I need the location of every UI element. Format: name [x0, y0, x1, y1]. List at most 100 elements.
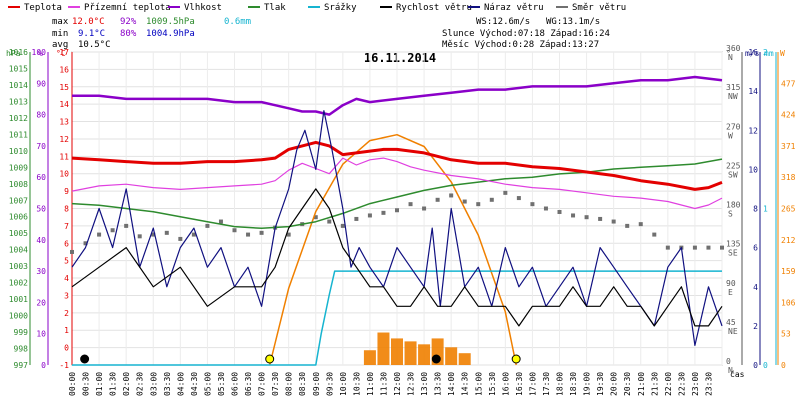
time-tick-label: 17:00 — [528, 372, 537, 396]
unit-time: čas — [730, 369, 745, 379]
solar-bar — [458, 353, 471, 365]
humidity-tick-label: 10 — [36, 330, 46, 339]
pressure-tick-label: 1000 — [9, 312, 28, 321]
wind-dir-point — [720, 245, 724, 250]
stats-wg: WG:13.1m/s — [546, 17, 600, 27]
stats-max-press: 1009.5hPa — [146, 17, 195, 27]
temperature-tick-label: 10 — [59, 170, 69, 179]
humidity-tick-label: 30 — [36, 267, 46, 276]
time-tick-label: 06:00 — [231, 372, 240, 396]
wind-dir-point — [638, 222, 643, 227]
stats-max-label: max — [52, 17, 69, 27]
solar-tick-label: 371 — [781, 142, 796, 151]
moonset-marker — [431, 354, 441, 364]
wind-speed-line — [71, 188, 723, 327]
sunset-marker — [511, 354, 521, 364]
humidity-tick-label: 80 — [36, 111, 46, 120]
wind-dir-point — [259, 230, 264, 235]
temperature-tick-label: 12 — [59, 135, 69, 144]
time-tick-label: 22:00 — [664, 372, 673, 396]
unit-watt: W — [780, 49, 785, 58]
pressure-tick-label: 1006 — [9, 213, 28, 222]
temperature-tick-label: 4 — [64, 274, 69, 283]
wind-dir-point — [422, 206, 427, 211]
unit-ms: m/s — [745, 49, 760, 58]
time-tick-label: 10:00 — [339, 372, 348, 396]
legend-label: Přízemní teplota — [84, 3, 171, 13]
wind-tick-label: 8 — [753, 205, 758, 214]
pressure-tick-label: 1015 — [9, 64, 28, 73]
chart-title: 16.11.2014 — [364, 51, 436, 65]
solar-bar — [404, 341, 417, 365]
time-tick-label: 14:00 — [447, 372, 456, 396]
time-tick-label: 06:30 — [244, 372, 253, 396]
unit-labels: hPa % °C ° m/s mm W čas — [6, 49, 785, 379]
solar-tick-label: 0 — [781, 361, 786, 370]
time-tick-label: 11:30 — [379, 372, 388, 396]
wind-dir-compass-label: NW — [728, 92, 738, 101]
stats-moon: Měsíc Východ:0:28 Západ:13:27 — [442, 40, 599, 50]
humidity-tick-label: 20 — [36, 298, 46, 307]
feels-like-line — [71, 157, 723, 210]
wind-tick-label: 16 — [748, 48, 758, 57]
wind-dir-tick-label: 360 — [726, 44, 741, 53]
humidity-tick-label: 70 — [36, 142, 46, 151]
solar-tick-label: 106 — [781, 298, 796, 307]
wind-dir-point — [543, 206, 548, 211]
temperature-tick-label: 3 — [64, 291, 69, 300]
rain-tick-label: 0 — [763, 361, 768, 370]
pressure-tick-label: 1007 — [9, 196, 28, 205]
humidity-tick-label: 50 — [36, 205, 46, 214]
time-tick-label: 02:00 — [122, 372, 131, 396]
wind-dir-tick-label: 315 — [726, 83, 741, 92]
moonrise-marker — [80, 354, 90, 364]
temperature-tick-label: 1 — [64, 326, 69, 335]
solar-tick-label: 212 — [781, 236, 796, 245]
time-tick-label: 09:30 — [325, 372, 334, 396]
humidity-tick-label: 90 — [36, 79, 46, 88]
time-tick-label: 04:00 — [176, 372, 185, 396]
wind-dir-point — [571, 213, 576, 218]
temperature-tick-label: 15 — [59, 83, 69, 92]
rain-tick-label: 1 — [763, 205, 768, 214]
wind-dir-point — [124, 223, 129, 228]
wind-dir-point — [286, 232, 291, 237]
wind-dir-compass-label: SE — [728, 249, 738, 258]
time-tick-label: 21:30 — [650, 372, 659, 396]
unit-degree: ° — [726, 49, 731, 58]
wind-dir-point — [665, 245, 670, 250]
legend-label: Teplota — [24, 3, 62, 13]
stats-min-hum: 80% — [120, 29, 137, 39]
pressure-tick-label: 1004 — [9, 246, 28, 255]
legend-label: Rychlost větru — [396, 3, 472, 13]
time-tick-label: 08:30 — [298, 372, 307, 396]
temperature-tick-label: 7 — [64, 222, 69, 231]
solar-bar — [377, 332, 390, 365]
time-tick-label: 23:30 — [704, 372, 713, 396]
time-tick-label: 05:00 — [203, 372, 212, 396]
wind-dir-point — [598, 216, 603, 221]
wind-dir-point — [611, 219, 616, 224]
temperature-tick-label: -1 — [59, 361, 69, 370]
time-tick-label: 16:00 — [501, 372, 510, 396]
wind-dir-point — [313, 215, 318, 220]
temperature-tick-label: 2 — [64, 309, 69, 318]
pressure-tick-label: 1012 — [9, 114, 28, 123]
wind-dir-point — [476, 202, 481, 207]
pressure-tick-label: 1016 — [9, 48, 28, 57]
wind-dir-compass-label: NE — [728, 327, 738, 336]
stats-max-temp: 12.0°C — [72, 17, 105, 27]
time-tick-label: 11:00 — [366, 372, 375, 396]
time-tick-label: 17:30 — [542, 372, 551, 396]
humidity-line — [72, 75, 723, 116]
humidity-tick-label: 60 — [36, 173, 46, 182]
wind-dir-point — [340, 223, 345, 228]
stats-min-label: min — [52, 29, 68, 39]
pressure-tick-label: 1010 — [9, 147, 28, 156]
wind-dir-point — [205, 223, 210, 228]
wind-dir-point — [110, 228, 115, 233]
solar-line — [268, 133, 517, 366]
solar-tick-label: 477 — [781, 79, 796, 88]
